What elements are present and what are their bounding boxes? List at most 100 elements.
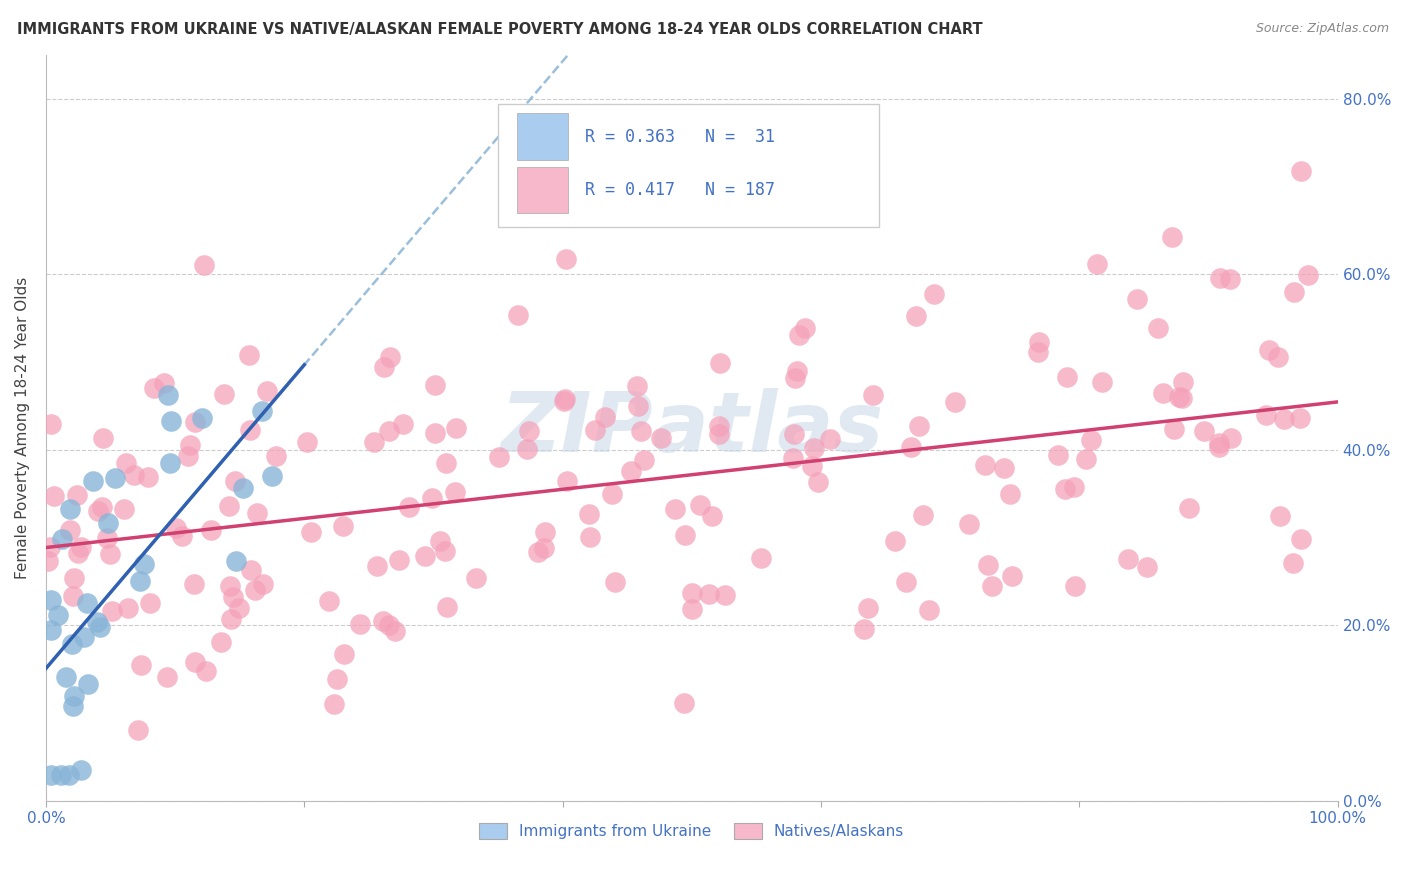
Point	[1136, 560, 1159, 574]
Point	[49, 767, 72, 781]
Point	[783, 370, 806, 384]
Point	[193, 258, 215, 272]
Point	[922, 286, 945, 301]
Point	[912, 508, 935, 522]
Point	[630, 424, 652, 438]
Point	[37, 554, 59, 568]
Point	[76, 596, 98, 610]
Text: IMMIGRANTS FROM UKRAINE VS NATIVE/ALASKAN FEMALE POVERTY AMONG 18-24 YEAR OLDS C: IMMIGRANTS FROM UKRAINE VS NATIVE/ALASKA…	[17, 22, 983, 37]
Point	[443, 484, 465, 499]
Point	[583, 424, 606, 438]
Point	[434, 543, 457, 558]
Point	[465, 571, 488, 585]
Point	[39, 623, 62, 637]
Point	[904, 309, 927, 323]
Point	[322, 697, 344, 711]
Point	[39, 767, 62, 781]
Point	[1177, 500, 1199, 515]
Point	[266, 449, 288, 463]
Point	[195, 665, 218, 679]
Point	[363, 435, 385, 450]
Point	[783, 426, 806, 441]
Point	[1291, 164, 1313, 178]
Point	[516, 442, 538, 456]
Legend: Immigrants from Ukraine, Natives/Alaskans: Immigrants from Ukraine, Natives/Alaskan…	[474, 816, 910, 846]
Point	[436, 599, 458, 614]
Point	[378, 350, 401, 364]
Point	[246, 506, 269, 520]
Point	[62, 698, 84, 713]
Point	[70, 763, 93, 777]
Point	[89, 620, 111, 634]
Point	[55, 670, 77, 684]
Point	[97, 516, 120, 530]
Point	[1163, 422, 1185, 436]
Point	[681, 585, 703, 599]
Point	[1063, 480, 1085, 494]
Point	[789, 328, 811, 343]
Point	[366, 559, 388, 574]
Point	[117, 600, 139, 615]
Point	[73, 630, 96, 644]
Point	[786, 363, 808, 377]
Point	[157, 388, 180, 402]
Point	[943, 394, 966, 409]
Point	[1282, 556, 1305, 570]
Point	[488, 450, 510, 464]
Point	[818, 432, 841, 446]
Point	[782, 450, 804, 465]
Point	[429, 533, 451, 548]
Point	[420, 491, 443, 506]
Point	[707, 418, 730, 433]
Point	[1258, 343, 1281, 357]
Point	[166, 521, 188, 535]
Point	[1046, 448, 1069, 462]
Point	[1171, 391, 1194, 405]
Point	[533, 541, 555, 555]
Point	[82, 474, 104, 488]
Point	[70, 540, 93, 554]
Point	[96, 531, 118, 545]
Point	[1161, 229, 1184, 244]
Point	[388, 553, 411, 567]
FancyBboxPatch shape	[517, 113, 568, 160]
Point	[200, 523, 222, 537]
Point	[42, 489, 65, 503]
Point	[697, 586, 720, 600]
Point	[1254, 408, 1277, 422]
Point	[900, 440, 922, 454]
Point	[172, 528, 194, 542]
Point	[1053, 482, 1076, 496]
Point	[423, 426, 446, 441]
Point	[700, 508, 723, 523]
Point	[142, 381, 165, 395]
Point	[1116, 552, 1139, 566]
Point	[159, 456, 181, 470]
Point	[981, 578, 1004, 592]
Point	[256, 384, 278, 399]
Point	[177, 449, 200, 463]
Point	[377, 617, 399, 632]
Point	[993, 461, 1015, 475]
Point	[807, 475, 830, 489]
Point	[184, 655, 207, 669]
Point	[673, 527, 696, 541]
Text: Source: ZipAtlas.com: Source: ZipAtlas.com	[1256, 22, 1389, 36]
Point	[707, 426, 730, 441]
Point	[76, 677, 98, 691]
Point	[1289, 532, 1312, 546]
Point	[134, 557, 156, 571]
Point	[664, 501, 686, 516]
Point	[1056, 369, 1078, 384]
Point	[714, 588, 737, 602]
Point	[100, 605, 122, 619]
Point	[600, 486, 623, 500]
FancyBboxPatch shape	[517, 167, 568, 213]
Point	[973, 458, 995, 472]
Point	[349, 617, 371, 632]
Point	[62, 589, 84, 603]
Point	[104, 471, 127, 485]
Point	[384, 624, 406, 638]
Point	[238, 349, 260, 363]
Point	[46, 607, 69, 622]
